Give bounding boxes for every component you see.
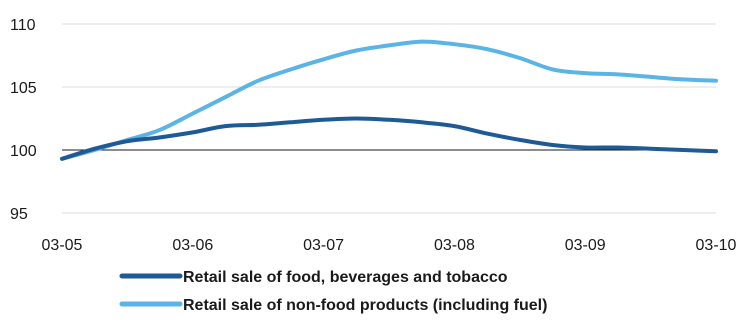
series-line-non-food: [60, 39, 718, 161]
legend: Retail sale of food, beverages and tobac…: [119, 269, 547, 314]
x-tick-label: 03-10: [696, 237, 737, 254]
x-tick-label: 03-07: [303, 237, 344, 254]
axes: 95 100 105 110 03-05 03-06 03-07 03-08 03-09 03-1…: [10, 17, 737, 254]
y-tick-label: 105: [10, 80, 37, 97]
y-tick-label: 95: [10, 206, 28, 223]
legend-label: Retail sale of non-food products (includ…: [183, 297, 547, 314]
x-tick-label: 03-05: [42, 237, 83, 254]
x-tick-label: 03-06: [172, 237, 213, 254]
x-tick-label: 03-08: [434, 237, 475, 254]
x-tick-label: 03-09: [565, 237, 606, 254]
legend-label: Retail sale of food, beverages and tobac…: [183, 269, 508, 286]
series-lines: [60, 39, 718, 161]
y-tick-label: 100: [10, 143, 37, 160]
y-tick-label: 110: [10, 17, 36, 34]
series-line-food: [60, 116, 718, 161]
